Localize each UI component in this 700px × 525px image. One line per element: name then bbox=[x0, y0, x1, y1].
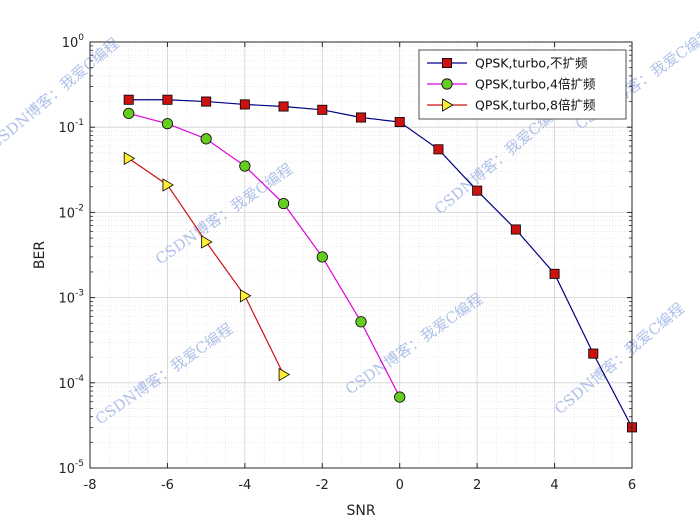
data-point bbox=[510, 224, 521, 235]
y-axis-ticks: 10-5 10-4 10-3 10-2 10-1 100 bbox=[58, 33, 632, 477]
data-point bbox=[200, 133, 212, 145]
data-point bbox=[239, 160, 251, 172]
data-point bbox=[123, 94, 134, 105]
y-tick-label: 10-2 bbox=[58, 203, 84, 221]
series-layer bbox=[123, 94, 638, 433]
x-tick-label: 4 bbox=[550, 478, 558, 493]
data-point bbox=[278, 367, 291, 382]
data-point bbox=[355, 316, 367, 328]
legend-entry: QPSK,turbo,不扩频 bbox=[427, 56, 588, 71]
series-3 bbox=[123, 151, 291, 382]
x-tick-label: -4 bbox=[238, 478, 251, 493]
series-2 bbox=[123, 107, 406, 403]
data-point bbox=[316, 251, 328, 263]
legend-entry: QPSK,turbo,4倍扩频 bbox=[427, 77, 596, 92]
y-tick-label: 10-1 bbox=[58, 118, 84, 136]
data-point bbox=[162, 178, 174, 192]
legend-label: QPSK,turbo,不扩频 bbox=[475, 56, 588, 71]
y-tick-label: 10-4 bbox=[58, 374, 84, 392]
x-tick-label: -8 bbox=[84, 478, 97, 493]
data-point bbox=[161, 118, 174, 130]
plot-frame bbox=[89, 41, 633, 469]
minor-grid bbox=[90, 42, 632, 468]
series-1 bbox=[123, 94, 638, 433]
data-point bbox=[162, 94, 173, 105]
x-tick-label: 2 bbox=[473, 478, 481, 493]
legend-label: QPSK,turbo,8倍扩频 bbox=[475, 98, 596, 113]
legend-entry: QPSK,turbo,8倍扩频 bbox=[427, 98, 596, 113]
y-axis-label: BER bbox=[32, 241, 48, 269]
data-point bbox=[472, 185, 483, 196]
series-line bbox=[128, 99, 633, 428]
data-point bbox=[588, 348, 599, 359]
x-tick-label: 0 bbox=[396, 478, 404, 493]
data-point bbox=[433, 144, 444, 155]
legend-marker bbox=[441, 58, 452, 69]
data-point bbox=[278, 101, 289, 112]
data-point bbox=[355, 112, 366, 123]
series-line bbox=[128, 112, 401, 398]
y-tick-label: 100 bbox=[62, 33, 85, 51]
data-point bbox=[394, 391, 406, 403]
legend-label: QPSK,turbo,4倍扩频 bbox=[475, 77, 596, 92]
data-point bbox=[239, 99, 250, 110]
x-axis-label: SNR bbox=[346, 503, 375, 519]
data-point bbox=[277, 197, 290, 210]
data-point bbox=[239, 289, 252, 303]
legend: QPSK,turbo,不扩频 QPSK,turbo,4倍扩频 QPSK,turbo,… bbox=[418, 49, 627, 120]
x-tick-label: -6 bbox=[161, 478, 174, 493]
x-tick-label: 6 bbox=[628, 478, 636, 493]
x-axis-ticks: -8 -6 -4 -2 0 2 4 6 bbox=[84, 42, 636, 493]
data-point bbox=[123, 151, 136, 166]
data-point bbox=[201, 96, 212, 107]
data-point bbox=[549, 268, 560, 279]
data-point bbox=[394, 117, 405, 128]
data-point bbox=[317, 104, 328, 115]
legend-marker bbox=[442, 98, 454, 112]
data-point bbox=[201, 235, 213, 249]
y-tick-label: 10-3 bbox=[58, 289, 84, 307]
data-point bbox=[123, 107, 135, 120]
y-tick-label: 10-5 bbox=[58, 459, 84, 477]
x-tick-label: -2 bbox=[316, 478, 329, 493]
legend-marker bbox=[441, 78, 453, 90]
